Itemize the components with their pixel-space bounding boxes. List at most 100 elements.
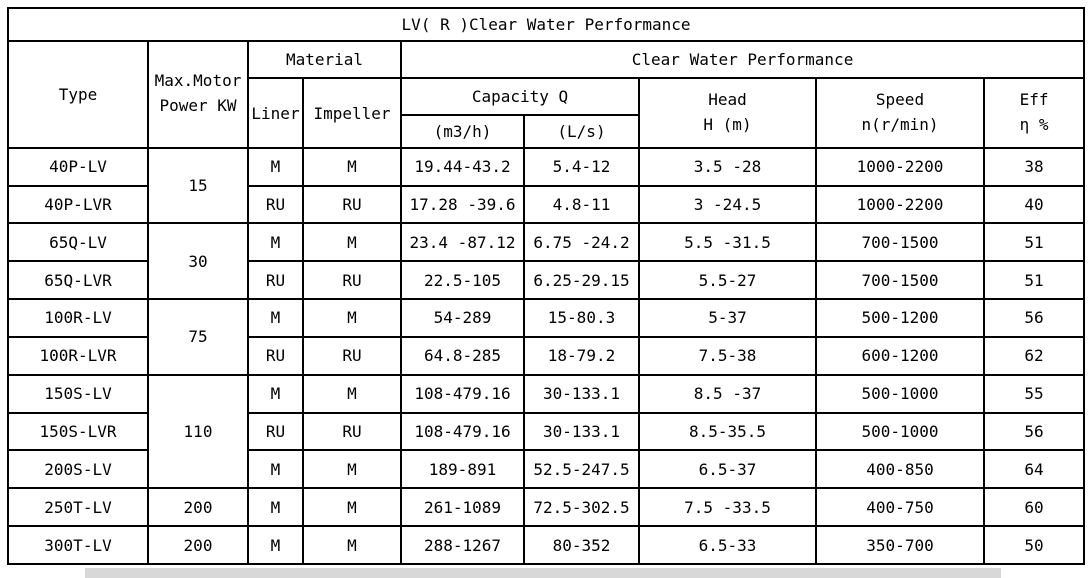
cell-head: 6.5-37 (638, 449, 817, 490)
cell-liner: M (247, 373, 304, 414)
cell-capacity-ls: 4.8-11 (523, 184, 640, 225)
cell-head: 7.5 -33.5 (638, 487, 817, 528)
cell-eff: 56 (982, 298, 1086, 338)
cell-liner: M (247, 487, 304, 528)
bottom-partial-row (85, 568, 1001, 578)
header-motor-power: Max.Motor Power KW (147, 39, 249, 149)
title-row: LV( R )Clear Water Performance (6, 7, 1086, 42)
cell-speed: 400-750 (815, 487, 985, 528)
cell-type: 65Q-LVR (7, 260, 149, 301)
cell-capacity-m3h: 108-479.16 (400, 373, 525, 414)
cell-speed: 500-1200 (815, 298, 985, 338)
table-row: 200S-LV M M 189-891 52.5-247.5 6.5-37 40… (7, 449, 1086, 490)
cell-liner: RU (247, 411, 304, 452)
cell-eff: 51 (982, 222, 1086, 263)
cell-speed: 700-1500 (815, 222, 985, 263)
cell-impeller: M (302, 298, 402, 338)
header-speed-line2: n(r/min) (861, 115, 939, 135)
cell-liner: RU (247, 335, 304, 376)
table-row: 65Q-LV 30 M M 23.4 -87.12 6.75 -24.2 5.5… (7, 222, 1086, 301)
cell-type: 40P-LV (7, 146, 149, 187)
cell-eff: 40 (982, 184, 1086, 225)
cell-capacity-ls: 6.75 -24.2 (523, 222, 640, 263)
cell-head: 5.5 -31.5 (638, 222, 817, 263)
cell-impeller: M (302, 487, 402, 528)
cell-speed: 500-1000 (815, 411, 985, 452)
cell-capacity-ls: 18-79.2 (523, 335, 640, 376)
cell-head: 3.5 -28 (638, 146, 817, 187)
table-row: 150S-LVR RU RU 108-479.16 30-133.1 8.5-3… (7, 411, 1086, 452)
table-row: 65Q-LVR RU RU 22.5-105 6.25-29.15 5.5-27… (7, 260, 1086, 301)
cell-type: 65Q-LV (7, 222, 149, 263)
cell-head: 6.5-33 (638, 525, 817, 565)
cell-power: 200 (147, 525, 249, 565)
cell-eff: 64 (982, 449, 1086, 490)
table-title: LV( R )Clear Water Performance (6, 7, 1086, 42)
cell-head: 8.5 -37 (638, 373, 817, 414)
cell-impeller: M (302, 222, 402, 263)
cell-eff: 51 (982, 260, 1086, 301)
table-row: 100R-LV 75 M M 54-289 15-80.3 5-37 500-1… (7, 298, 1086, 376)
table-row: 300T-LV 200 M M 288-1267 80-352 6.5-33 3… (7, 525, 1086, 565)
header-eff: Eff η % (982, 77, 1086, 149)
header-head: Head H (m) (638, 77, 817, 149)
performance-table: LV( R )Clear Water Performance Type Max.… (6, 7, 1086, 565)
cell-head: 3 -24.5 (638, 184, 817, 225)
header-motor-power-line2: Power KW (159, 96, 237, 116)
cell-speed: 700-1500 (815, 260, 985, 301)
cell-capacity-m3h: 261-1089 (400, 487, 525, 528)
header-material: Material (247, 39, 402, 80)
table-row: 40P-LV 15 M M 19.44-43.2 5.4-12 3.5 -28 … (7, 146, 1086, 225)
header-impeller: Impeller (302, 77, 402, 149)
cell-capacity-m3h: 19.44-43.2 (400, 146, 525, 187)
cell-impeller: RU (302, 184, 402, 225)
header-row-1: Type Max.Motor Power KW Material Clear W… (7, 39, 1086, 149)
cell-impeller: M (302, 373, 402, 414)
cell-liner: M (247, 449, 304, 490)
cell-impeller: RU (302, 260, 402, 301)
cell-eff: 55 (982, 373, 1086, 414)
header-eff-line2: η % (1019, 115, 1049, 135)
cell-capacity-m3h: 108-479.16 (400, 411, 525, 452)
cell-speed: 500-1000 (815, 373, 985, 414)
cell-capacity-ls: 30-133.1 (523, 373, 640, 414)
cell-liner: RU (247, 260, 304, 301)
header-capacity: Capacity Q (400, 77, 640, 117)
cell-eff: 62 (982, 335, 1086, 376)
cell-type: 100R-LVR (7, 335, 149, 376)
cell-capacity-m3h: 64.8-285 (400, 335, 525, 376)
cell-capacity-ls: 72.5-302.5 (523, 487, 640, 528)
cell-eff: 50 (982, 525, 1086, 565)
cell-capacity-m3h: 22.5-105 (400, 260, 525, 301)
cell-speed: 1000-2200 (815, 146, 985, 187)
cell-capacity-m3h: 54-289 (400, 298, 525, 338)
cell-head: 8.5-35.5 (638, 411, 817, 452)
header-head-line2: H (m) (703, 115, 752, 135)
cell-power: 75 (147, 298, 249, 376)
cell-type: 40P-LVR (7, 184, 149, 225)
cell-eff: 60 (982, 487, 1086, 528)
cell-head: 7.5-38 (638, 335, 817, 376)
cell-capacity-ls: 15-80.3 (523, 298, 640, 338)
cell-power: 15 (147, 146, 249, 225)
cell-power: 110 (147, 373, 249, 490)
cell-speed: 1000-2200 (815, 184, 985, 225)
cell-power: 30 (147, 222, 249, 301)
header-liner: Liner (247, 77, 304, 149)
cell-type: 150S-LVR (7, 411, 149, 452)
cell-type: 200S-LV (7, 449, 149, 490)
table-row: 100R-LVR RU RU 64.8-285 18-79.2 7.5-38 6… (7, 335, 1086, 376)
cell-type: 100R-LV (7, 298, 149, 338)
cell-liner: M (247, 525, 304, 565)
cell-capacity-m3h: 189-891 (400, 449, 525, 490)
cell-impeller: RU (302, 411, 402, 452)
cell-impeller: M (302, 525, 402, 565)
cell-power: 200 (147, 487, 249, 528)
cell-speed: 600-1200 (815, 335, 985, 376)
cell-speed: 350-700 (815, 525, 985, 565)
table-row: 250T-LV 200 M M 261-1089 72.5-302.5 7.5 … (7, 487, 1086, 528)
cell-impeller: M (302, 146, 402, 187)
cell-liner: M (247, 146, 304, 187)
header-row-3: (m3/h) (L/s) (8, 114, 1084, 149)
header-row-2: Liner Impeller Capacity Q Head H (m) Spe… (8, 77, 1086, 149)
